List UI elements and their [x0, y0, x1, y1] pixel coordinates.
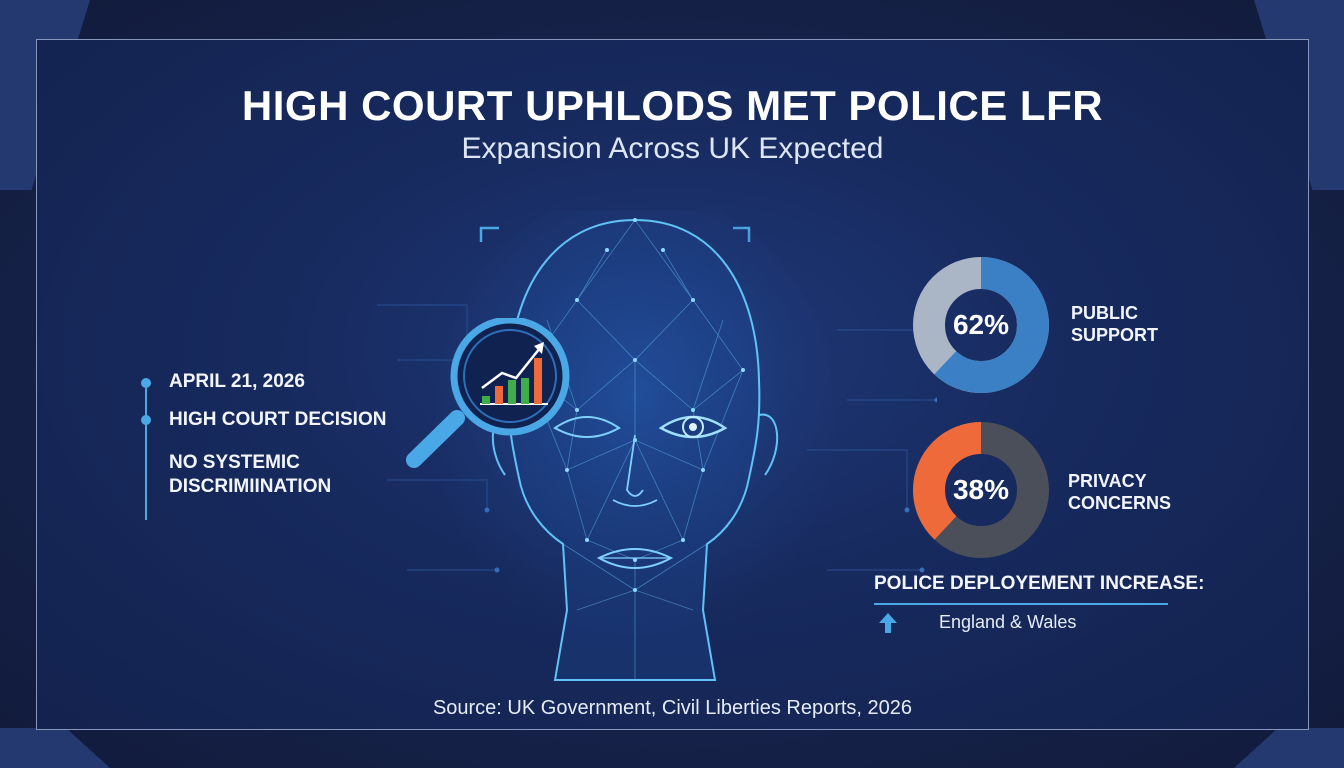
timeline-line [145, 380, 147, 520]
deployment-region: England & Wales [939, 612, 1077, 632]
timeline-item-date: APRIL 21, 2026 [169, 371, 305, 392]
label-line: CONCERNS [1068, 493, 1172, 513]
timeline-dot [141, 378, 151, 388]
label-line: SUPPORT [1071, 325, 1159, 345]
public-support-donut: 62% [911, 255, 1051, 395]
donut-chart [913, 422, 1049, 558]
timeline-item-finding-line2: DISCRIMIINATION [169, 476, 332, 497]
label-line: PUBLIC [1071, 303, 1138, 323]
privacy-concerns-label: PRIVACY CONCERNS [1068, 470, 1171, 514]
deployment-divider [874, 603, 1168, 605]
timeline: APRIL 21, 2026 HIGH COURT DECISION NO SY… [137, 365, 397, 525]
timeline-item-finding-line1: NO SYSTEMIC [169, 452, 300, 473]
page-subtitle: Expansion Across UK Expected [461, 132, 884, 165]
source-citation: Source: UK Government, Civil Liberties R… [432, 697, 913, 719]
donut-value: 38% [952, 474, 1010, 505]
infographic-panel: HIGH COURT UPHLODS MET POLICE LFR Expans… [36, 39, 1309, 730]
deployment-title: POLICE DEPLOYEMENT INCREASE: [874, 573, 1205, 594]
timeline-dot [141, 415, 151, 425]
label-line: PRIVACY [1068, 471, 1147, 491]
public-support-label: PUBLIC SUPPORT [1071, 302, 1158, 346]
face-mesh-illustration [377, 210, 937, 681]
page-title: HIGH COURT UPHLODS MET POLICE LFR [241, 82, 1104, 129]
magnifier-chart-icon [406, 318, 570, 468]
donut-value: 62% [952, 309, 1010, 340]
timeline-item-decision: HIGH COURT DECISION [169, 409, 387, 430]
arrow-up-icon [879, 613, 897, 633]
donut-chart [913, 257, 1049, 393]
privacy-concerns-donut: 38% [911, 420, 1051, 560]
